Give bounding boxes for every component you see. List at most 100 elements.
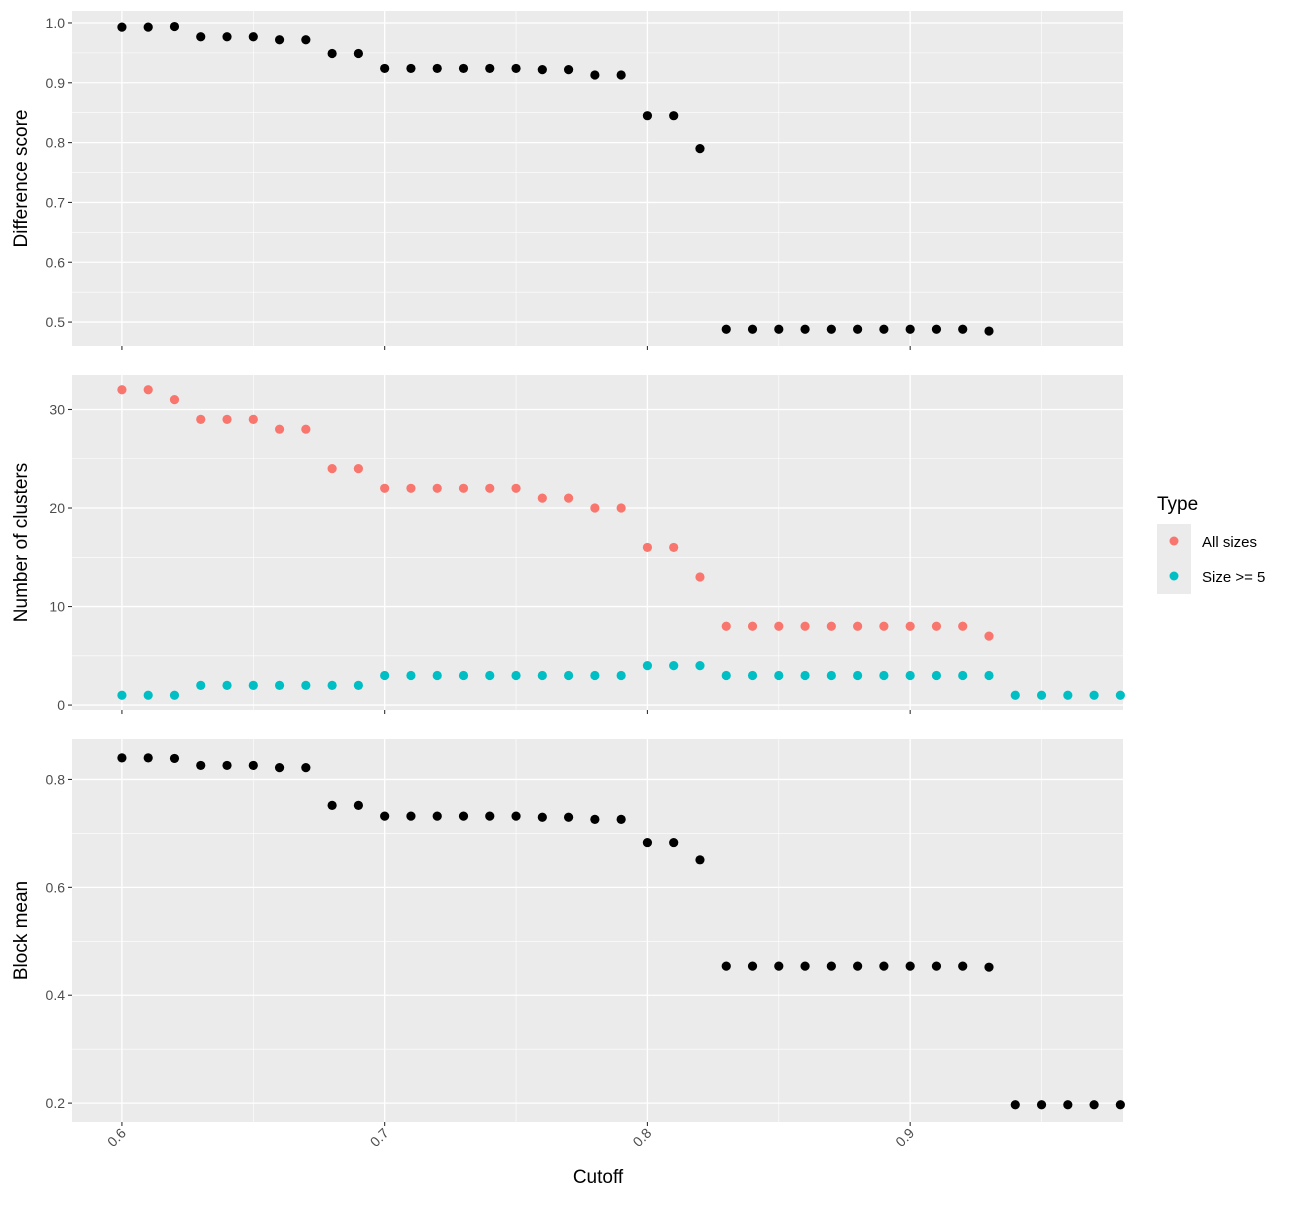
data-point [616, 814, 626, 824]
point-size-5 [222, 680, 232, 690]
point-all-sizes [248, 414, 258, 424]
point-size-5 [327, 680, 337, 690]
data-point [380, 63, 390, 74]
y-tick-label: 1.0 [46, 15, 66, 31]
data-point [169, 21, 180, 32]
point-all-sizes [616, 503, 626, 513]
point-all-sizes [879, 621, 889, 631]
data-point [327, 800, 337, 810]
data-point [143, 753, 153, 763]
legend-title: Type [1157, 494, 1198, 515]
x-tick-label: 0.6 [104, 1125, 129, 1150]
point-size-5 [458, 670, 469, 681]
point-size-5 [1115, 690, 1125, 700]
data-point [800, 961, 810, 971]
x-tick-label: 0.8 [629, 1125, 654, 1150]
x-axis-ticks [121, 346, 911, 350]
point-all-sizes [485, 483, 495, 493]
data-point [853, 324, 863, 334]
y-tick-label: 0.9 [46, 75, 66, 91]
panel-background [72, 375, 1123, 710]
data-point [774, 961, 784, 971]
data-point [222, 760, 232, 771]
point-size-5 [669, 661, 679, 671]
point-size-5 [537, 670, 547, 681]
data-point [117, 753, 127, 763]
data-point [1010, 1100, 1020, 1110]
point-all-sizes [380, 483, 390, 493]
data-point [984, 962, 994, 972]
x-axis-ticks [121, 1122, 911, 1126]
point-size-5 [1063, 690, 1073, 700]
point-all-sizes [563, 493, 574, 503]
data-point [590, 70, 600, 80]
x-axis-ticks [121, 710, 911, 714]
data-point [1036, 1100, 1047, 1110]
point-all-sizes [984, 631, 994, 641]
data-point [695, 143, 705, 154]
data-point [117, 22, 127, 32]
data-point [642, 837, 653, 848]
point-all-sizes [143, 385, 153, 395]
data-point [485, 63, 495, 74]
point-size-5 [905, 670, 915, 681]
data-points [117, 753, 1125, 1110]
panel-block-mean: 0.2 0.4 0.6 0.8 Block mean [11, 739, 1125, 1126]
point-all-sizes [301, 424, 311, 434]
point-all-sizes [721, 621, 731, 631]
point-all-sizes [931, 621, 942, 631]
point-size-5 [958, 670, 968, 681]
point-all-sizes [695, 572, 705, 582]
point-size-5 [563, 670, 574, 681]
x-axis-tick-labels: 0.6 0.7 0.8 0.9 [104, 1125, 917, 1150]
data-point [222, 32, 232, 42]
data-point [458, 63, 469, 74]
point-size-5 [590, 670, 600, 681]
point-all-sizes [196, 414, 206, 424]
data-point [196, 760, 206, 771]
data-point [721, 324, 731, 334]
point-all-sizes [590, 503, 600, 513]
point-all-sizes [669, 542, 679, 553]
legend-label-all-sizes: All sizes [1202, 534, 1257, 551]
data-point [958, 324, 968, 334]
data-point [1063, 1100, 1073, 1110]
data-point [826, 961, 836, 971]
x-tick-label: 0.7 [367, 1125, 392, 1150]
panel-background [72, 739, 1123, 1122]
point-size-5 [406, 670, 416, 681]
data-point [747, 961, 758, 971]
point-size-5 [616, 670, 626, 681]
point-size-5 [984, 670, 994, 681]
point-size-5 [143, 690, 153, 700]
point-size-5 [169, 690, 180, 700]
point-size-5 [432, 670, 442, 681]
panel-background [72, 11, 1123, 346]
point-size-5 [853, 670, 863, 681]
point-size-5 [800, 670, 810, 681]
y-tick-label: 0.4 [46, 987, 66, 1003]
legend-key-background [1157, 524, 1191, 594]
data-point [143, 22, 153, 32]
y-axis-title: Block mean [11, 881, 32, 980]
data-point [301, 35, 311, 45]
data-point [642, 111, 653, 121]
y-tick-label: 0.7 [46, 194, 66, 210]
data-points [117, 385, 1125, 700]
point-all-sizes [511, 483, 521, 493]
data-points [117, 21, 994, 336]
data-point [432, 811, 442, 821]
gridlines [72, 11, 1123, 346]
data-point [958, 961, 968, 971]
data-point [169, 753, 180, 764]
data-point [274, 35, 285, 45]
point-size-5 [774, 670, 784, 681]
point-all-sizes [353, 464, 363, 474]
point-size-5 [248, 680, 258, 690]
point-size-5 [196, 680, 206, 690]
data-point [511, 811, 521, 821]
point-all-sizes [537, 493, 547, 503]
data-point [301, 762, 311, 773]
point-size-5 [1036, 690, 1047, 700]
